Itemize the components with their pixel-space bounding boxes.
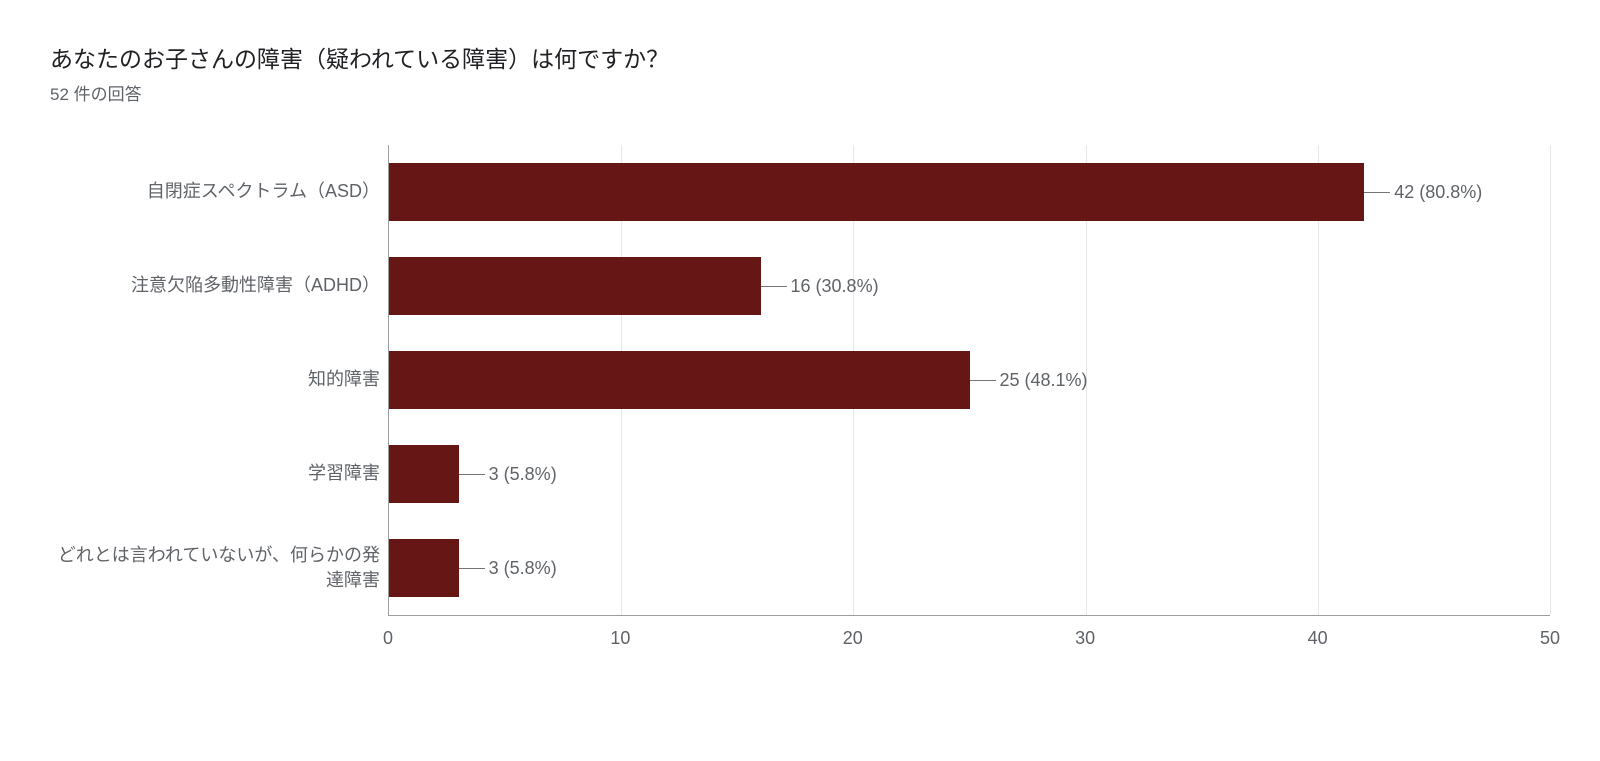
x-tick-label: 40 [1308, 628, 1328, 649]
bar-value-label: 3 (5.8%) [489, 558, 557, 579]
y-axis-label: 知的障害 [50, 333, 380, 427]
bar-row: 42 (80.8%) [389, 145, 1550, 239]
chart-subtitle: 52 件の回答 [50, 80, 1550, 105]
y-axis-label: 自閉症スペクトラム（ASD） [50, 145, 380, 239]
x-tick-label: 30 [1075, 628, 1095, 649]
bars-container: 42 (80.8%) 16 (30.8%) 25 (48.1%) 3 (5.8%) 3 … [389, 145, 1550, 615]
bar-value-label: 3 (5.8%) [489, 464, 557, 485]
x-tick-label: 20 [843, 628, 863, 649]
x-tick-label: 50 [1540, 628, 1560, 649]
bar-label-group: 16 (30.8%) [761, 276, 879, 297]
bar-row: 3 (5.8%) [389, 427, 1550, 521]
connector-line [970, 380, 996, 381]
bar-label-group: 42 (80.8%) [1364, 182, 1482, 203]
y-axis-labels: 自閉症スペクトラム（ASD）注意欠陥多動性障害（ADHD）知的障害学習障害どれと… [50, 145, 388, 615]
y-axis-label: どれとは言われていないが、何らかの発達障害 [50, 521, 380, 615]
x-tick-label: 10 [610, 628, 630, 649]
plot-area: 42 (80.8%) 16 (30.8%) 25 (48.1%) 3 (5.8%) 3 … [388, 145, 1550, 615]
bar-value-label: 16 (30.8%) [791, 276, 879, 297]
x-axis: 01020304050 [388, 615, 1550, 655]
bar-label-group: 3 (5.8%) [459, 464, 557, 485]
bar-value-label: 42 (80.8%) [1394, 182, 1482, 203]
bar-row: 16 (30.8%) [389, 239, 1550, 333]
bar [389, 257, 761, 315]
bar-label-group: 25 (48.1%) [970, 370, 1088, 391]
bar-label-group: 3 (5.8%) [459, 558, 557, 579]
y-axis-label: 学習障害 [50, 427, 380, 521]
bar [389, 445, 459, 503]
connector-line [761, 286, 787, 287]
chart-title: あなたのお子さんの障害（疑われている障害）は何ですか？ [50, 40, 1550, 74]
x-tick-label: 0 [383, 628, 393, 649]
gridline [1550, 145, 1551, 615]
x-axis-spacer [50, 615, 388, 655]
connector-line [459, 474, 485, 475]
bar-row: 25 (48.1%) [389, 333, 1550, 427]
bar [389, 163, 1364, 221]
connector-line [1364, 192, 1390, 193]
y-axis-label: 注意欠陥多動性障害（ADHD） [50, 239, 380, 333]
bar-value-label: 25 (48.1%) [1000, 370, 1088, 391]
chart-body: 自閉症スペクトラム（ASD）注意欠陥多動性障害（ADHD）知的障害学習障害どれと… [50, 145, 1550, 615]
connector-line [459, 568, 485, 569]
bar-row: 3 (5.8%) [389, 521, 1550, 615]
bar [389, 351, 970, 409]
bar [389, 539, 459, 597]
bar-chart: あなたのお子さんの障害（疑われている障害）は何ですか？ 52 件の回答 自閉症ス… [50, 40, 1550, 655]
x-axis-wrapper: 01020304050 [50, 615, 1550, 655]
